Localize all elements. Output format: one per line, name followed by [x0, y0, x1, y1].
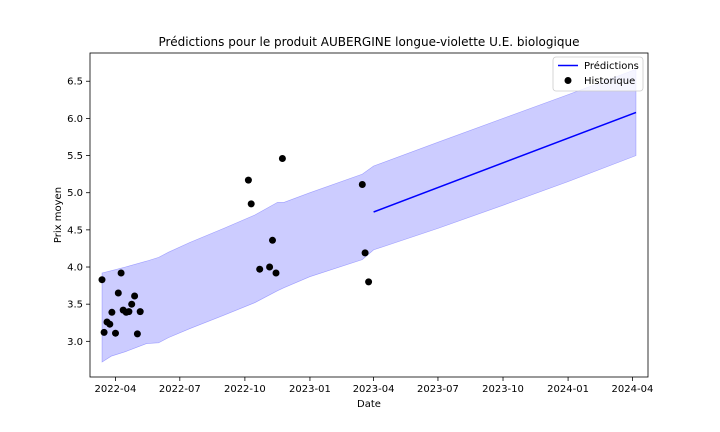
y-tick-label: 3.0 — [67, 337, 83, 348]
history-point — [133, 330, 141, 338]
history-point — [244, 176, 252, 184]
history-point — [114, 289, 122, 297]
y-tick-label: 4.0 — [67, 263, 83, 274]
y-tick-label: 3.5 — [67, 300, 83, 311]
history-point — [272, 269, 280, 277]
x-axis-label: Date — [357, 399, 381, 410]
history-point — [98, 276, 106, 284]
plot-frame — [89, 52, 649, 378]
history-point — [136, 308, 144, 316]
x-tick-label: 2022-04 — [95, 384, 137, 395]
legend-label-predictions: Prédictions — [584, 60, 639, 72]
history-point — [358, 181, 366, 188]
prediction-line — [373, 111, 637, 213]
history-point — [125, 308, 133, 316]
prediction-line-layer — [373, 111, 637, 213]
x-tick-label: 2023-07 — [417, 384, 459, 395]
x-tick-label: 2022-10 — [224, 384, 266, 395]
confidence-band-layer — [101, 68, 637, 363]
history-point — [117, 269, 125, 277]
x-tick-label: 2023-10 — [482, 384, 524, 395]
history-point — [269, 236, 276, 244]
x-tick-label: 2022-07 — [159, 384, 201, 395]
history-point-layer — [98, 155, 373, 338]
confidence-band — [101, 68, 637, 363]
y-tick-label: 5.0 — [67, 188, 83, 199]
history-point — [247, 200, 255, 208]
chart-title: Prédictions pour le produit AUBERGINE lo… — [159, 35, 580, 49]
history-point — [266, 263, 274, 271]
y-axis-ticks: 3.0 3.5 4.0 4.5 5.0 5.5 6.0 6.5 — [67, 77, 90, 348]
y-tick-label: 6.0 — [67, 114, 83, 125]
history-point — [112, 329, 119, 337]
legend: Prédictions Historique — [552, 56, 644, 92]
history-point — [361, 249, 369, 257]
x-tick-label: 2023-04 — [353, 384, 395, 395]
history-point — [278, 155, 286, 162]
y-axis-label: Prix moyen — [53, 187, 64, 243]
history-point — [365, 278, 373, 286]
x-axis-ticks: 2022-04 2022-07 2022-10 2023-01 2023-04 2023-… — [95, 377, 654, 395]
x-tick-label: 2024-01 — [547, 384, 589, 395]
history-point — [256, 265, 264, 273]
legend-dot-icon — [564, 77, 572, 84]
y-tick-label: 6.5 — [67, 77, 83, 88]
history-point — [131, 292, 139, 300]
y-tick-label: 4.5 — [67, 225, 83, 236]
history-point — [108, 308, 116, 316]
y-tick-label: 5.5 — [67, 151, 83, 162]
history-point — [106, 320, 114, 328]
legend-label-history: Historique — [584, 76, 635, 87]
history-point — [100, 328, 108, 336]
x-tick-label: 2024-04 — [612, 384, 654, 395]
history-point — [128, 300, 136, 308]
x-tick-label: 2023-01 — [289, 384, 331, 395]
